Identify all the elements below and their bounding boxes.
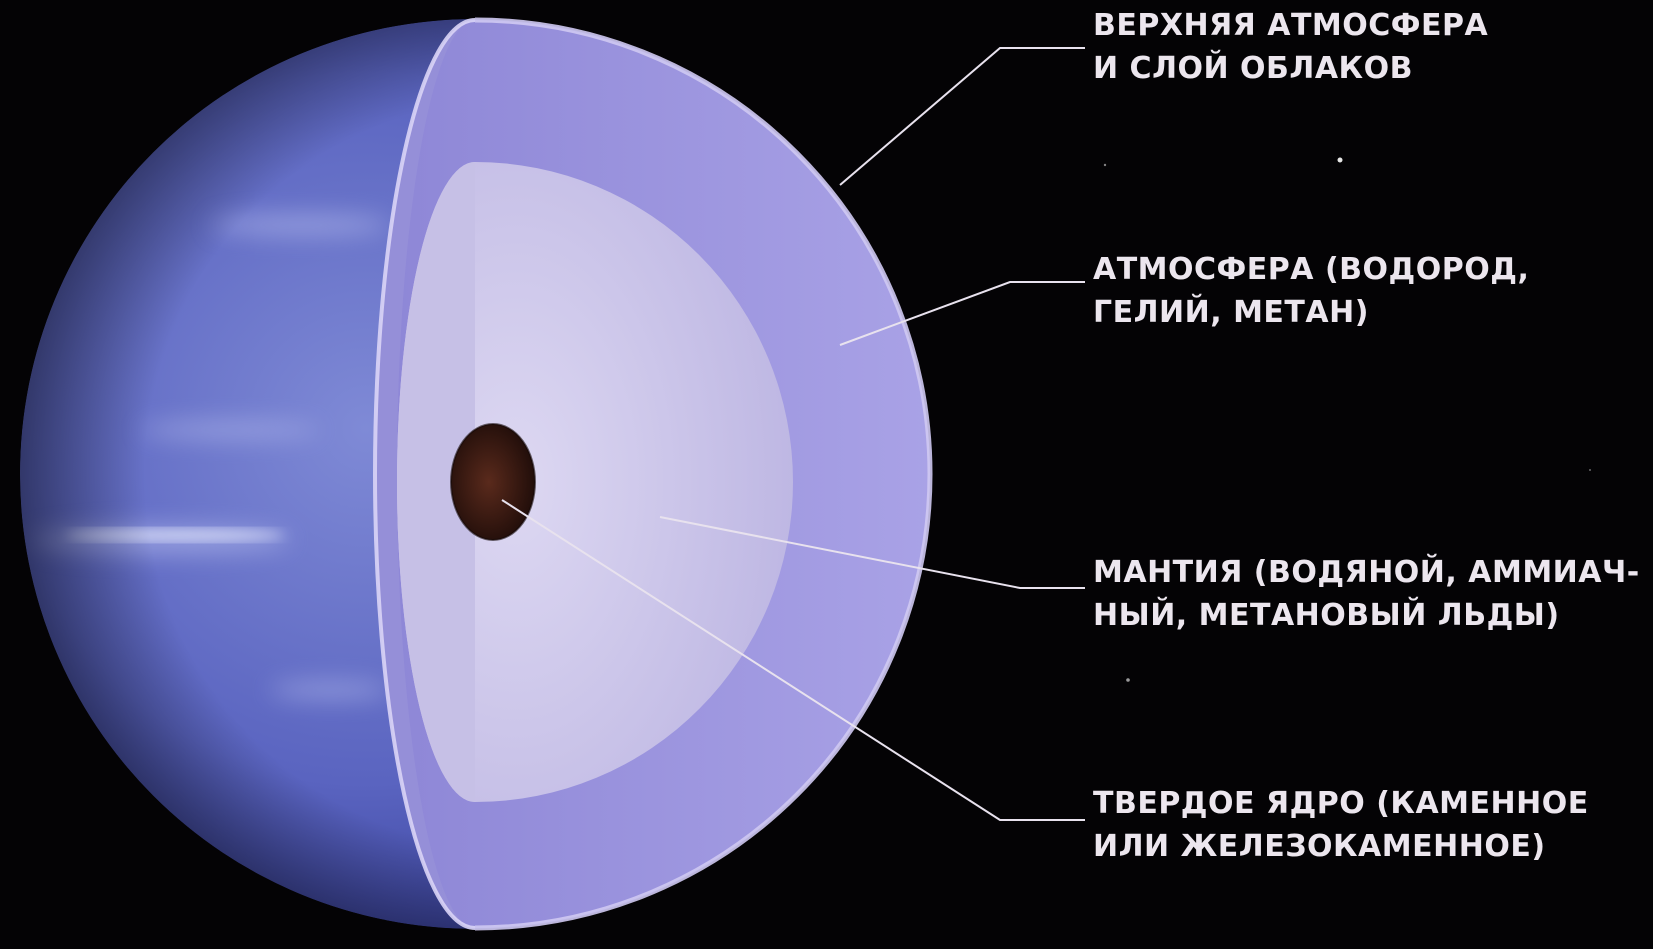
core (450, 423, 536, 541)
leader-line-core (501, 499, 1085, 821)
label-upper-atmosphere-line1: ВЕРХНЯЯ АТМОСФЕРА (1093, 8, 1489, 43)
label-upper-atmosphere-line2: И СЛОЙ ОБЛАКОВ (1093, 51, 1413, 86)
leader-line-mantle (659, 516, 1085, 589)
leader-line-upper-atmosphere (839, 47, 1085, 186)
mantle-layer (397, 162, 793, 802)
label-atmosphere: АТМОСФЕРА (ВОДОРОД, ГЕЛИЙ, МЕТАН) (1093, 248, 1529, 334)
leader-line-atmosphere (839, 281, 1085, 346)
label-mantle: МАНТИЯ (ВОДЯНОЙ, АММИАЧ- НЫЙ, МЕТАНОВЫЙ … (1093, 551, 1640, 637)
label-mantle-line2: НЫЙ, МЕТАНОВЫЙ ЛЬДЫ) (1093, 598, 1560, 633)
label-core: ТВЕРДОЕ ЯДРО (КАМЕННОЕ ИЛИ ЖЕЛЕЗОКАМЕННО… (1093, 782, 1589, 868)
label-atmosphere-line1: АТМОСФЕРА (ВОДОРОД, (1093, 252, 1530, 287)
leader-lines (501, 47, 1085, 821)
label-mantle-line1: МАНТИЯ (ВОДЯНОЙ, АММИАЧ- (1093, 555, 1640, 590)
atmosphere-rim (474, 17, 933, 931)
label-core-line1: ТВЕРДОЕ ЯДРО (КАМЕННОЕ (1093, 786, 1589, 821)
label-atmosphere-line2: ГЕЛИЙ, МЕТАН) (1093, 295, 1369, 330)
label-core-line2: ИЛИ ЖЕЛЕЗОКАМЕННОЕ) (1093, 829, 1546, 864)
label-upper-atmosphere: ВЕРХНЯЯ АТМОСФЕРА И СЛОЙ ОБЛАКОВ (1093, 4, 1488, 90)
